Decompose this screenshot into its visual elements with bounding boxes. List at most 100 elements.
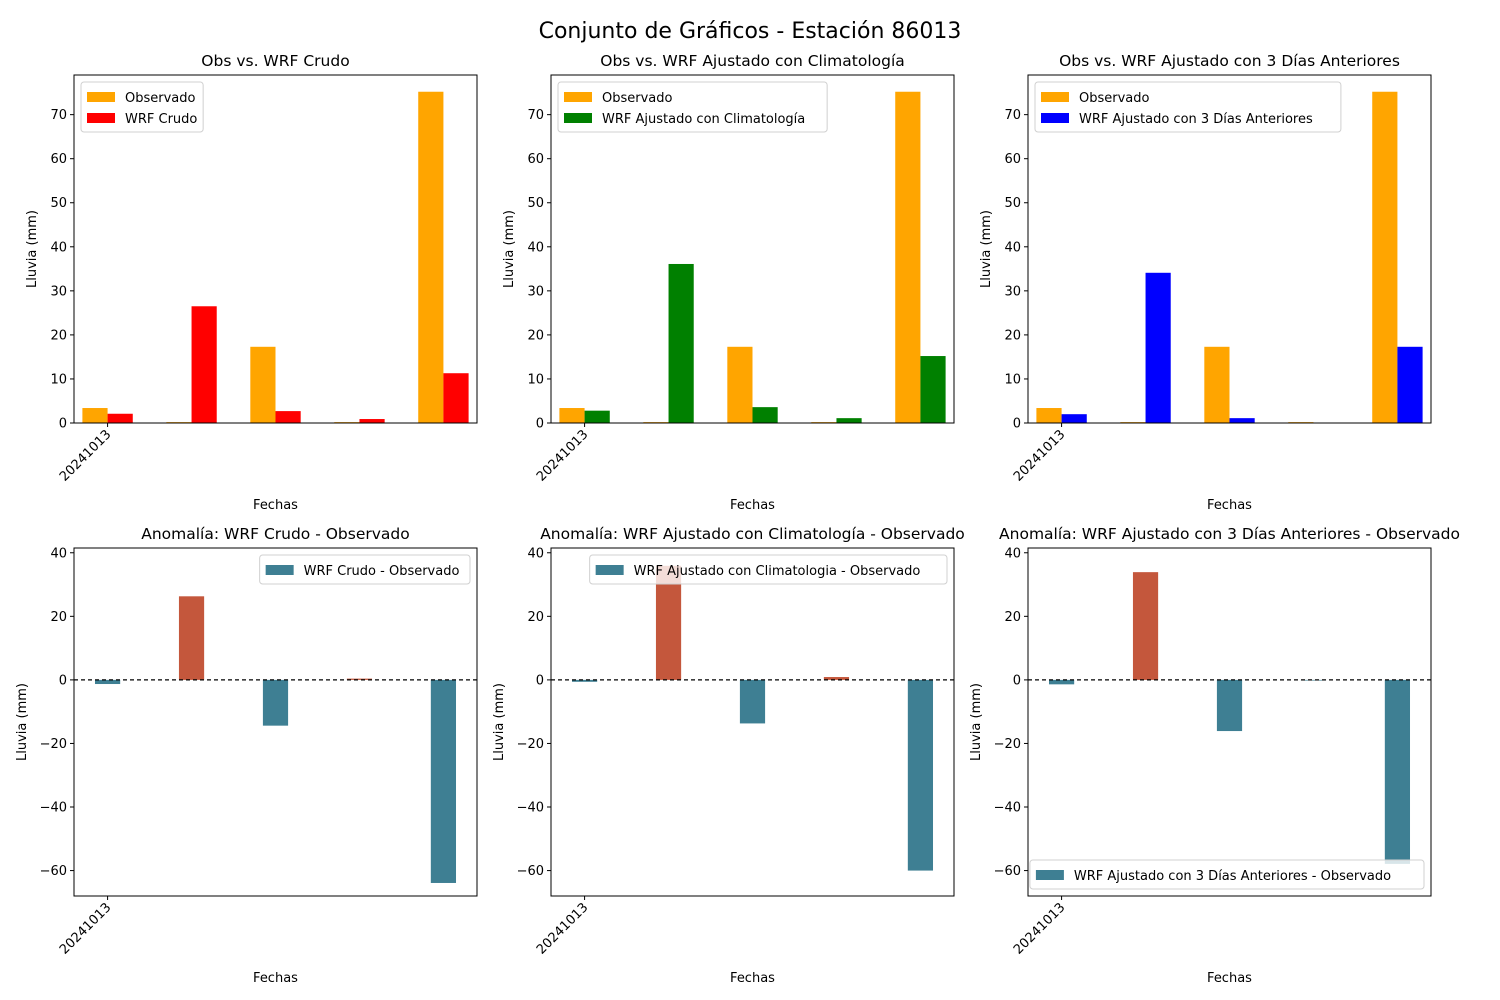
x-axis-label: Fechas [1207, 498, 1252, 513]
bar-wrf-1 [584, 410, 610, 423]
bar-wrf-3 [1229, 418, 1255, 423]
chart-title: Obs vs. WRF Crudo [201, 52, 349, 70]
y-tick-label: 20 [50, 610, 67, 625]
y-tick-label: 30 [1004, 284, 1021, 299]
x-tick-label: 20241013 [534, 900, 591, 957]
y-tick-label: 20 [527, 328, 544, 343]
bar-wrf-3 [275, 411, 301, 423]
anomaly-bar-4 [346, 678, 373, 680]
anomaly-bar-2 [1132, 572, 1159, 680]
bar-wrf-5 [443, 373, 469, 423]
legend-swatch [564, 92, 592, 102]
legend-box [589, 554, 948, 585]
y-tick-label: 0 [1013, 417, 1021, 432]
chart-panel-4: Anomalía: WRF Crudo - Observado −60 −40 −20… [15, 525, 478, 986]
x-axis-label: Fechas [1207, 971, 1252, 986]
legend: Observado WRF Ajustado con 3 Días Anterio… [1034, 81, 1342, 133]
y-tick-label: −20 [994, 737, 1021, 752]
y-tick-label: 50 [50, 196, 67, 211]
y-tick-label: 40 [1004, 546, 1021, 561]
x-tick-label: 20241013 [57, 900, 114, 957]
legend: WRF Crudo - Observado [259, 554, 471, 585]
bar-wrf-1 [1061, 414, 1087, 423]
legend: Observado WRF Ajustado con Climatología [557, 81, 828, 133]
y-tick-label: 40 [1004, 240, 1021, 255]
y-tick-label: −60 [40, 864, 67, 879]
y-tick-label: −40 [517, 801, 544, 816]
y-tick-label: 60 [527, 152, 544, 167]
bar-observado-3 [727, 346, 753, 423]
y-tick-label: 40 [527, 240, 544, 255]
anomaly-bar-3 [739, 679, 766, 724]
bar-wrf-2 [1145, 272, 1171, 423]
bar-wrf-4 [359, 419, 385, 423]
y-tick-label: 70 [1004, 108, 1021, 123]
y-axis-label: Lluvia (mm) [979, 210, 994, 288]
legend-swatch [564, 113, 592, 123]
legend-label: Observado [1079, 91, 1150, 106]
y-tick-label: 50 [527, 196, 544, 211]
bar-wrf-1 [107, 413, 133, 423]
chart-panel-5: Anomalía: WRF Ajustado con Climatología … [492, 525, 965, 986]
anomaly-bar-2 [178, 596, 205, 680]
anomaly-bar-4 [823, 677, 850, 680]
legend-box [1034, 81, 1342, 133]
y-axis-label: Lluvia (mm) [25, 210, 40, 288]
legend-swatch [87, 113, 115, 123]
chart-title: Obs vs. WRF Ajustado con 3 Días Anterior… [1059, 52, 1400, 70]
bar-observado-5 [895, 91, 921, 423]
legend-swatch [265, 565, 294, 575]
y-tick-label: 0 [1013, 673, 1021, 688]
legend-swatch [1041, 92, 1069, 102]
x-axis-label: Fechas [253, 498, 298, 513]
anomaly-bar-5 [907, 679, 934, 871]
y-tick-label: 40 [50, 546, 67, 561]
legend-swatch [87, 92, 115, 102]
y-tick-label: −60 [994, 864, 1021, 879]
bar-observado-5 [1372, 91, 1398, 423]
y-tick-label: −40 [40, 801, 67, 816]
y-tick-label: 20 [50, 328, 67, 343]
legend-swatch [1035, 870, 1064, 880]
legend-label: Observado [602, 91, 673, 106]
legend-label: WRF Crudo - Observado [304, 564, 460, 579]
x-tick-label: 20241013 [534, 427, 591, 484]
y-tick-label: 20 [1004, 610, 1021, 625]
y-tick-label: 0 [536, 417, 544, 432]
axes-frame [550, 74, 955, 424]
bar-wrf-4 [836, 418, 862, 423]
y-tick-label: 20 [1004, 328, 1021, 343]
y-tick-label: −20 [517, 737, 544, 752]
chart-title: Anomalía: WRF Ajustado con 3 Días Anteri… [999, 525, 1460, 543]
legend: WRF Ajustado con Climatologia - Observad… [589, 554, 948, 585]
legend-box [557, 81, 828, 133]
y-tick-label: 0 [536, 673, 544, 688]
bar-observado-3 [250, 346, 276, 423]
legend-box [259, 554, 471, 585]
anomaly-bar-5 [430, 679, 457, 883]
legend-label: WRF Ajustado con 3 Días Anteriores - Obs… [1074, 869, 1391, 884]
legend-label: Observado [125, 91, 196, 106]
chart-panel-6: Anomalía: WRF Ajustado con 3 Días Anteri… [969, 525, 1460, 986]
anomaly-bar-1 [1048, 679, 1075, 685]
x-tick-label: 20241013 [1011, 427, 1068, 484]
anomaly-bar-5 [1384, 679, 1411, 864]
y-axis-label: Lluvia (mm) [15, 683, 30, 761]
legend-label: WRF Ajustado con Climatologia - Observad… [634, 564, 921, 579]
legend-label: WRF Ajustado con 3 Días Anteriores [1079, 112, 1313, 127]
bar-observado-1 [559, 408, 585, 423]
y-tick-label: 40 [527, 546, 544, 561]
legend-label: WRF Ajustado con Climatología [602, 112, 805, 127]
y-tick-label: 60 [50, 152, 67, 167]
anomaly-bar-2 [655, 565, 682, 680]
y-tick-label: 40 [50, 240, 67, 255]
bar-wrf-2 [668, 263, 694, 423]
anomaly-bar-3 [262, 679, 289, 726]
bar-observado-5 [418, 91, 444, 423]
bar-observado-1 [1036, 408, 1062, 423]
y-axis-label: Lluvia (mm) [492, 683, 507, 761]
anomaly-bar-3 [1216, 679, 1243, 732]
legend-swatch [595, 565, 624, 575]
anomaly-bar-1 [571, 679, 598, 682]
